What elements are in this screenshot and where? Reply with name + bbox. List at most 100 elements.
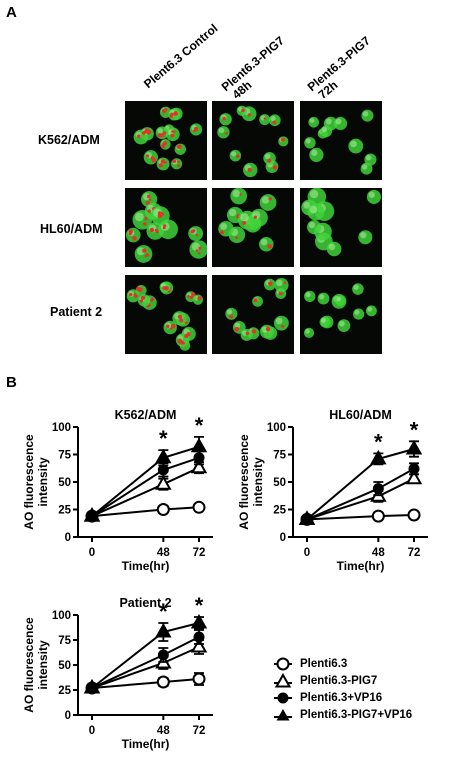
data-point — [298, 510, 316, 525]
legend-item: Plenti6.3-PIG7+VP16 — [272, 706, 412, 723]
data-point — [83, 678, 101, 694]
chart-title: Patient 2 — [119, 596, 171, 610]
y-tick-label: 25 — [58, 505, 71, 517]
legend-label: Plenti6.3-PIG7 — [300, 674, 378, 687]
column-label-pig7-48h: Plent6.3-PIG7 48h — [218, 33, 287, 104]
significance-star: * — [410, 417, 419, 442]
significance-star: * — [195, 593, 204, 618]
x-tick-label: 72 — [193, 547, 206, 559]
y-tick-label: 25 — [273, 505, 286, 517]
y-axis-label: AO fluorescenceintensity — [237, 434, 265, 530]
microscopy-image — [212, 101, 294, 180]
data-point — [157, 649, 169, 661]
chart-hl60: HL60/ADM 0 25 50 75 100 0 48 72 Time(hr) AO fluore… — [225, 395, 450, 595]
series-line — [91, 646, 200, 689]
panel-b-letter: B — [6, 374, 17, 391]
y-tick-label: 0 — [65, 710, 71, 722]
data-point — [405, 439, 423, 455]
data-point — [156, 503, 170, 516]
row-label-k562: K562/ADM — [38, 133, 100, 147]
chart-k562-svg: K562/ADM 0 25 50 75 100 0 48 72 Time(hr) AO fluore… — [22, 408, 213, 573]
significance-star: * — [374, 429, 383, 454]
row-label-hl60: HL60/ADM — [40, 222, 103, 236]
data-point — [155, 622, 172, 638]
x-tick-label: 72 — [193, 725, 206, 737]
microscopy-image — [300, 188, 382, 267]
data-point — [190, 437, 208, 453]
x-tick-label: 48 — [157, 547, 170, 559]
data-point — [193, 452, 205, 464]
x-tick-label: 0 — [89, 547, 95, 559]
x-tick-label: 0 — [304, 547, 310, 559]
chart-hl60-svg: HL60/ADM 0 25 50 75 100 0 48 72 Time(hr) AO fluore… — [237, 408, 428, 573]
y-tick-label: 100 — [267, 422, 286, 434]
data-point — [156, 675, 170, 689]
data-point — [155, 448, 172, 464]
x-axis-label: Time(hr) — [122, 559, 170, 573]
y-tick-label: 75 — [58, 635, 71, 647]
significance-star: * — [159, 599, 168, 624]
data-point — [370, 449, 387, 465]
significance-star: * — [159, 426, 168, 451]
microscopy-image — [300, 101, 382, 180]
y-tick-label: 75 — [273, 450, 286, 462]
triangle-open-marker-icon — [274, 672, 292, 687]
microscopy-image — [125, 188, 207, 267]
y-tick-label: 50 — [58, 477, 71, 489]
data-point — [405, 469, 423, 485]
series-line — [306, 514, 415, 521]
x-axis-label: Time(hr) — [337, 559, 385, 573]
data-point — [193, 631, 205, 643]
y-tick-label: 0 — [280, 532, 286, 544]
panel-a-letter: A — [6, 4, 17, 21]
data-point — [192, 672, 206, 686]
y-tick-label: 100 — [52, 422, 71, 434]
legend: Plenti6.3 Plenti6.3-PIG7 Plenti6.3+VP16 … — [272, 655, 412, 723]
series — [83, 458, 208, 522]
circle-open-marker-icon — [274, 657, 292, 670]
series — [83, 637, 208, 694]
series-line — [306, 467, 415, 521]
microscopy-image — [300, 275, 382, 354]
y-axis-label: AO fluorescenceintensity — [22, 434, 50, 530]
chart-patient2-svg: Patient 2 0 25 50 75 100 0 48 72 Time(hr) AO fluor… — [22, 593, 213, 751]
data-point — [157, 464, 169, 476]
data-point — [190, 613, 208, 629]
chart-patient2: Patient 2 0 25 50 75 100 0 48 72 Time(hr) AO fluor… — [0, 585, 225, 765]
data-point — [83, 507, 101, 522]
y-tick-label: 75 — [58, 450, 71, 462]
y-axis-label: AO fluorescenceintensity — [22, 617, 50, 713]
series — [83, 436, 208, 522]
x-tick-label: 72 — [408, 547, 421, 559]
triangle-filled-marker-icon — [274, 708, 292, 720]
series — [83, 613, 208, 694]
row-label-patient2: Patient 2 — [50, 305, 103, 319]
column-label-control: Plent6.3 Control — [141, 21, 221, 91]
series — [298, 439, 423, 525]
circle-filled-marker-icon — [274, 692, 292, 703]
series-line — [91, 622, 200, 689]
legend-item: Plenti6.3-PIG7 — [272, 672, 412, 689]
chart-k562: K562/ADM 0 25 50 75 100 0 48 72 Time(hr) AO fluore… — [0, 395, 225, 595]
data-point — [371, 509, 385, 523]
legend-label: Plenti6.3 — [300, 657, 348, 670]
x-tick-label: 0 — [89, 725, 95, 737]
x-tick-label: 48 — [157, 725, 170, 737]
data-point — [408, 463, 420, 475]
series-line — [306, 448, 415, 521]
x-axis-label: Time(hr) — [122, 737, 170, 751]
data-point — [190, 637, 208, 653]
column-label-pig7-72h: Plent6.3-PIG7 72h — [304, 33, 373, 104]
significance-star: * — [195, 413, 204, 438]
chart-title: HL60/ADM — [329, 408, 392, 422]
series — [300, 508, 421, 526]
chart-title: K562/ADM — [115, 408, 177, 422]
y-tick-label: 100 — [52, 610, 71, 622]
microscopy-image — [125, 101, 207, 180]
data-point — [372, 483, 384, 495]
microscopy-image — [125, 275, 207, 354]
y-tick-label: 50 — [58, 660, 71, 672]
data-point — [192, 500, 206, 514]
y-tick-label: 25 — [58, 685, 71, 697]
data-point — [155, 475, 172, 490]
